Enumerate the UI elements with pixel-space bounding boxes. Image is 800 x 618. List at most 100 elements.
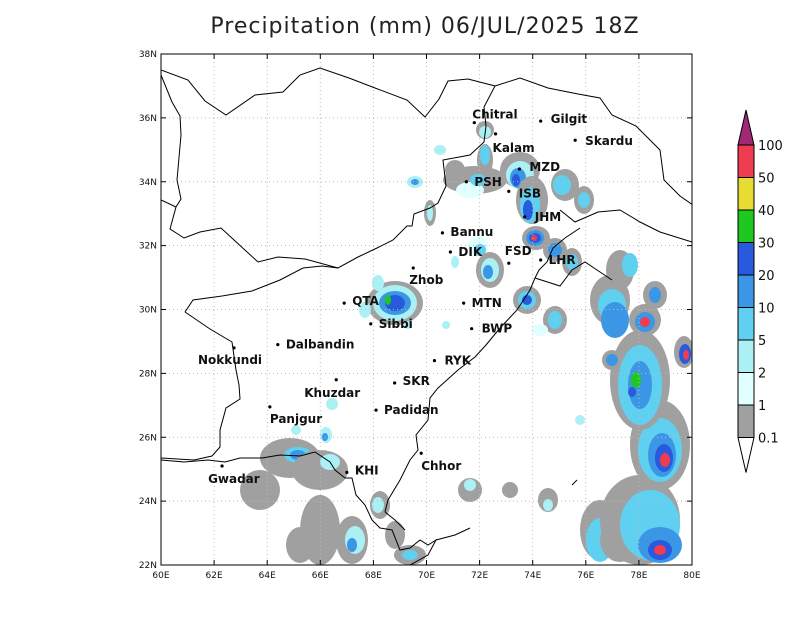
city-label: JHM <box>534 210 561 224</box>
legend-label: 2 <box>758 367 766 382</box>
coastline <box>161 451 438 565</box>
lon-tick-label: 72E <box>471 571 488 581</box>
city-marker <box>345 470 349 474</box>
rann-line <box>435 527 471 541</box>
lat-tick-label: 22N <box>139 561 157 571</box>
legend-label: 10 <box>758 302 775 317</box>
precip-cell <box>385 521 405 549</box>
lon-tick-label: 68E <box>365 571 382 581</box>
legend-label: 30 <box>758 237 775 252</box>
city-label: LHR <box>549 253 576 267</box>
precip-cell <box>470 174 486 186</box>
color-legend: 100 50 40 30 20 10 5 2 1 0.1 <box>737 109 783 473</box>
city-label: Skardu <box>585 134 633 148</box>
precip-cell <box>640 317 650 327</box>
city-label: Gilgit <box>551 112 588 126</box>
city-label: Sibbi <box>379 317 413 331</box>
city-label: BWP <box>482 322 513 336</box>
city-marker <box>419 451 423 455</box>
city-marker <box>470 327 474 331</box>
city-marker <box>393 381 397 385</box>
city-marker <box>462 301 466 305</box>
precip-cell <box>326 398 338 410</box>
precip-cell <box>606 354 618 366</box>
city-marker <box>220 464 224 468</box>
kashmir-line <box>559 209 692 243</box>
lat-tick-label: 32N <box>139 242 157 252</box>
lat-tick-label: 30N <box>139 306 157 316</box>
city-marker <box>539 258 543 262</box>
city-marker <box>232 346 236 350</box>
precip-cell <box>456 182 484 198</box>
city-marker <box>507 261 511 265</box>
city-label: ISB <box>519 186 541 200</box>
precip-cell <box>240 470 280 510</box>
gujarat-coast <box>384 511 406 531</box>
lat-tick-label: 34N <box>139 178 157 188</box>
country-borders <box>161 67 692 565</box>
india-interior-line <box>534 261 613 287</box>
small-island <box>571 479 578 486</box>
city-label: PSH <box>474 175 501 189</box>
precip-cell <box>286 527 314 563</box>
lon-tick-label: 64E <box>259 571 276 581</box>
city-marker <box>276 343 280 347</box>
lon-tick-label: 62E <box>206 571 223 581</box>
city-marker <box>523 215 527 219</box>
lat-tick-label: 38N <box>139 50 157 60</box>
precip-cell <box>291 425 301 435</box>
legend-label: 50 <box>758 172 775 187</box>
city-marker <box>539 119 543 123</box>
city-label: Chhor <box>421 459 461 473</box>
legend-label: 40 <box>758 204 775 219</box>
legend-top-arrow <box>737 109 755 146</box>
precip-cell <box>548 311 562 329</box>
precip-cell <box>631 372 641 388</box>
lon-tick-label: 70E <box>418 571 435 581</box>
city-marker <box>493 132 498 136</box>
legend-label: 0.1 <box>758 432 779 447</box>
lon-tick-label: 66E <box>312 571 329 581</box>
precip-cell <box>372 275 384 291</box>
city-label: DIK <box>458 245 482 259</box>
precip-cell <box>512 174 520 186</box>
city-label: Chitral <box>472 108 517 122</box>
city-label: Panjgur <box>270 412 322 426</box>
city-marker <box>411 266 415 270</box>
lon-tick-label: 76E <box>577 571 594 581</box>
precip-cell <box>532 324 548 336</box>
lat-tick-label: 26N <box>139 433 157 443</box>
precip-cell <box>411 179 419 185</box>
axis-ticks: 60E 62E 64E 66E 68E 70E 72E 74E 76E 78E 80E 22N 24N 2… <box>139 50 701 581</box>
legend-box <box>737 339 755 373</box>
city-marker <box>334 378 338 382</box>
precip-cell <box>347 538 357 552</box>
legend-label: 1 <box>758 399 766 414</box>
precip-cell <box>683 350 689 360</box>
precip-cell <box>654 545 666 555</box>
precip-cell <box>502 482 518 498</box>
city-marker <box>464 180 468 184</box>
city-markers: Chitral Gilgit Kalam Skardu MZD PSH ISB JHM Bann… <box>198 108 633 486</box>
southern-afghan-border <box>184 265 339 313</box>
city-marker <box>369 322 373 326</box>
precipitation-shading <box>240 121 692 565</box>
city-label: Kalam <box>493 141 535 155</box>
precip-cell <box>649 287 661 303</box>
precip-cell <box>385 295 391 305</box>
precip-cell <box>402 550 418 560</box>
city-marker <box>342 301 346 305</box>
city-label: Bannu <box>450 225 493 239</box>
city-marker <box>517 167 522 171</box>
city-marker <box>374 408 378 412</box>
precip-cell <box>522 295 532 305</box>
city-marker <box>440 231 445 235</box>
city-label: Gwadar <box>208 472 260 486</box>
city-label: MTN <box>472 296 502 310</box>
legend-box <box>737 144 755 178</box>
iran-afghanistan-border <box>161 199 177 208</box>
city-label: FSD <box>505 244 532 258</box>
precip-cell <box>578 192 590 208</box>
precip-cell <box>553 175 571 195</box>
